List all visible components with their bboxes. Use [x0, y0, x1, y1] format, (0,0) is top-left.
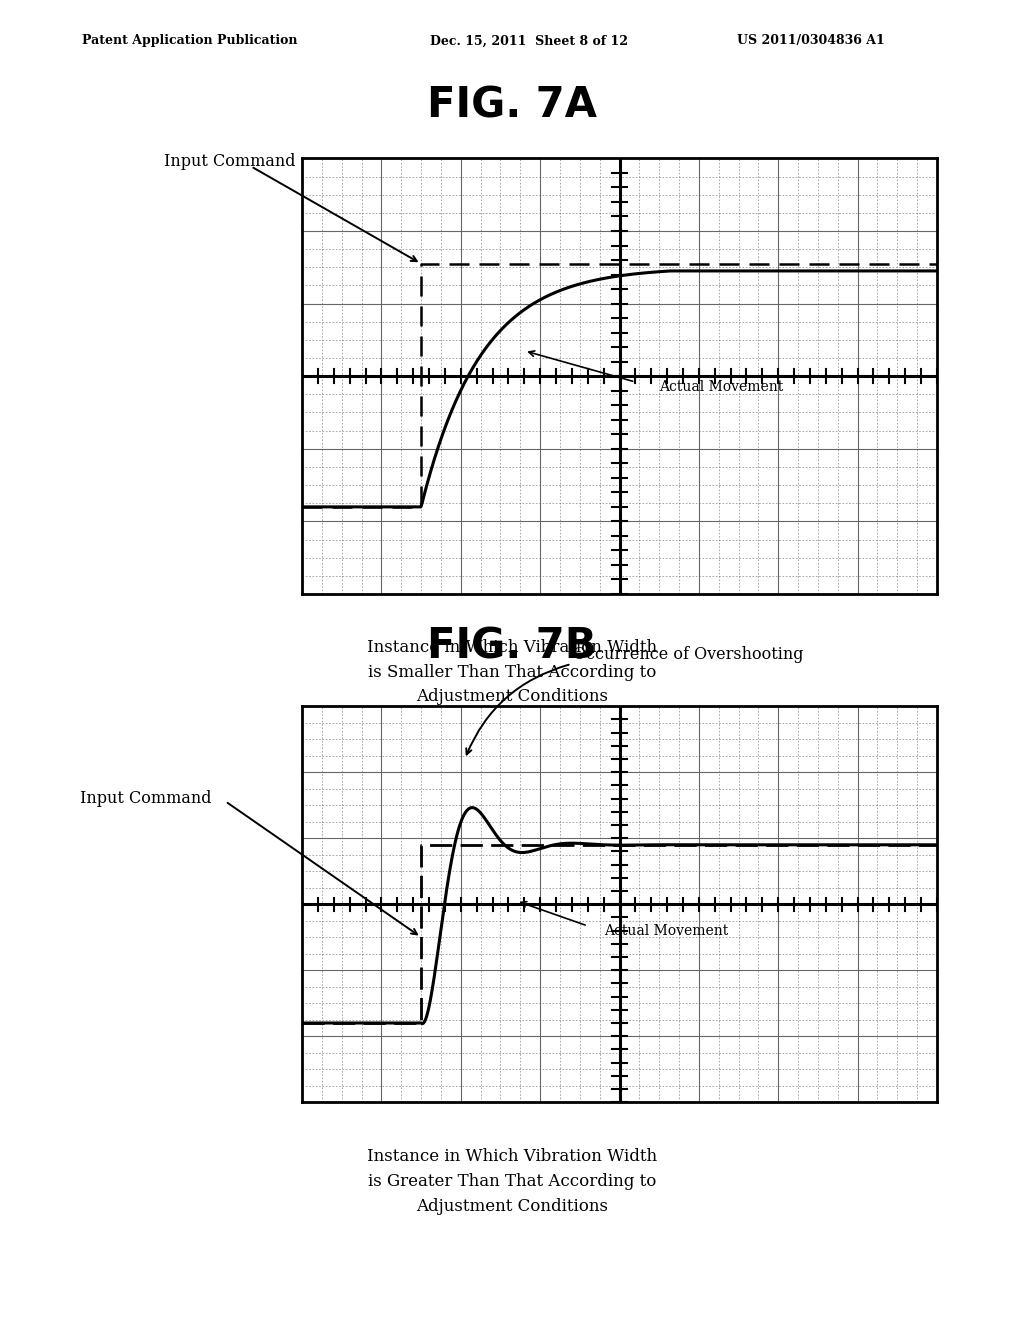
Text: Actual Movement: Actual Movement: [604, 924, 728, 937]
Text: Dec. 15, 2011  Sheet 8 of 12: Dec. 15, 2011 Sheet 8 of 12: [430, 34, 628, 48]
Text: Instance in Which Vibration Width
is Smaller Than That According to
Adjustment C: Instance in Which Vibration Width is Sma…: [367, 639, 657, 705]
Text: Occurrence of Overshooting: Occurrence of Overshooting: [573, 645, 804, 663]
Text: FIG. 7B: FIG. 7B: [427, 626, 597, 668]
Text: Patent Application Publication: Patent Application Publication: [82, 34, 297, 48]
Text: Actual Movement: Actual Movement: [659, 380, 783, 395]
Text: FIG. 7A: FIG. 7A: [427, 84, 597, 127]
Text: Input Command: Input Command: [164, 153, 295, 169]
Text: Instance in Which Vibration Width
is Greater Than That According to
Adjustment C: Instance in Which Vibration Width is Gre…: [367, 1148, 657, 1214]
Text: Input Command: Input Command: [80, 791, 211, 807]
Text: US 2011/0304836 A1: US 2011/0304836 A1: [737, 34, 885, 48]
